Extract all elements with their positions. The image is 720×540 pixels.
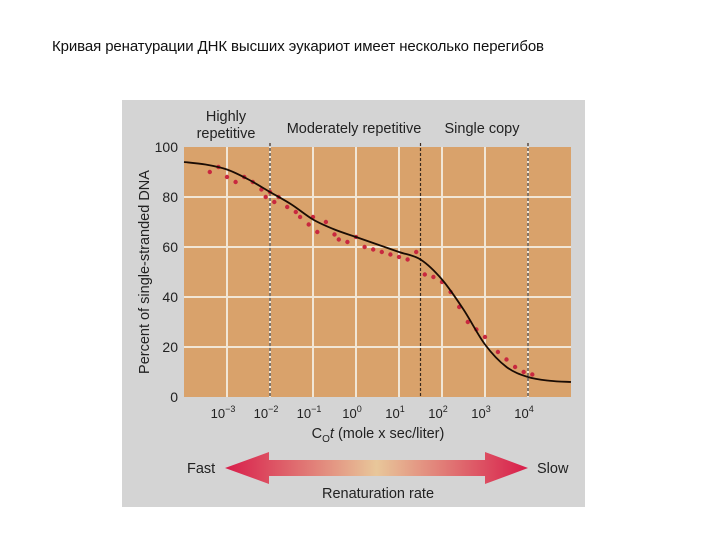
data-point — [293, 209, 298, 215]
data-point — [285, 204, 290, 210]
y-tick-label: 60 — [162, 239, 178, 255]
x-tick-label: 100 — [342, 404, 361, 421]
y-axis-ticks: 0 20 40 60 80 100 — [155, 139, 179, 405]
x-tick-label: 10−3 — [211, 404, 236, 421]
x-tick-label: 102 — [428, 404, 447, 421]
data-point — [224, 174, 230, 180]
data-point — [233, 179, 238, 185]
region-label-single-copy: Single copy — [445, 121, 521, 137]
data-point — [371, 247, 376, 252]
x-tick-label: 10−1 — [297, 404, 322, 421]
data-point — [431, 274, 436, 280]
region-label-moderately-repetitive: Moderately repetitive — [287, 121, 422, 137]
data-point — [504, 357, 509, 362]
data-point — [207, 169, 212, 175]
slow-label: Slow — [537, 461, 569, 477]
data-point — [388, 252, 393, 257]
data-point — [336, 237, 341, 242]
region-label-highly-repetitive-line2: repetitive — [197, 126, 256, 142]
data-point — [530, 372, 535, 377]
data-point — [512, 364, 518, 370]
data-point — [362, 244, 367, 250]
y-tick-label: 80 — [162, 189, 178, 205]
data-point — [495, 349, 501, 355]
y-tick-label: 20 — [162, 339, 178, 355]
y-tick-label: 100 — [155, 139, 179, 155]
data-point — [306, 222, 311, 227]
data-point — [521, 369, 526, 375]
x-tick-label: 10−2 — [254, 404, 279, 421]
fast-label: Fast — [187, 461, 215, 477]
data-point — [315, 229, 320, 235]
rate-arrow — [225, 452, 528, 484]
data-point — [297, 214, 303, 220]
y-axis-label: Percent of single-stranded DNA — [137, 170, 153, 374]
x-axis-ticks: 10−3 10−2 10−1 100 101 102 103 104 — [211, 404, 534, 421]
data-point — [263, 194, 268, 200]
region-label-highly-repetitive: Highly — [206, 109, 247, 125]
renaturation-curve — [183, 161, 572, 383]
x-axis-label: COt (mole x sec/liter) — [312, 426, 445, 445]
data-point — [414, 249, 419, 255]
slide-title: Кривая ренатурации ДНК высших эукариот и… — [52, 38, 544, 55]
data-point — [405, 257, 410, 262]
x-tick-label: 104 — [514, 404, 533, 421]
y-tick-label: 0 — [170, 389, 178, 405]
x-tick-label: 103 — [471, 404, 490, 421]
data-point — [422, 272, 427, 277]
x-tick-label: 101 — [385, 404, 404, 421]
data-point — [272, 199, 277, 205]
data-point — [465, 319, 470, 325]
y-tick-label: 40 — [162, 289, 178, 305]
data-point — [482, 334, 488, 340]
data-point — [379, 249, 384, 255]
data-point — [323, 219, 329, 225]
data-point — [332, 232, 337, 237]
region-boundaries — [269, 143, 529, 397]
plot-area — [184, 147, 571, 397]
data-point — [345, 239, 350, 245]
rate-caption: Renaturation rate — [322, 486, 434, 502]
data-point — [396, 254, 402, 260]
